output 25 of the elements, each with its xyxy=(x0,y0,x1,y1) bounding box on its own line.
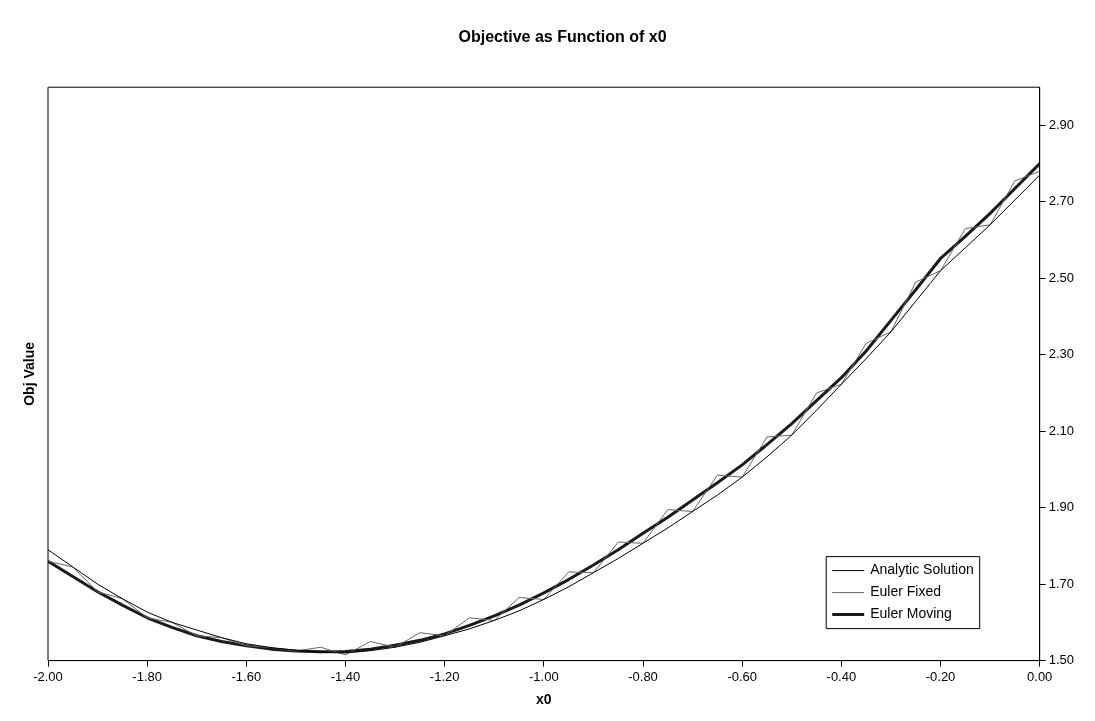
x-tick-label: 0.00 xyxy=(1027,668,1053,684)
x-axis-title: x0 xyxy=(536,691,552,708)
x-tick-label: -0.20 xyxy=(925,668,956,684)
x-tick-label: -1.80 xyxy=(132,668,162,684)
legend-label: Euler Moving xyxy=(870,605,952,622)
y-tick-label: 1.70 xyxy=(1048,575,1075,591)
chart-title: Objective as Function of x0 xyxy=(458,28,667,46)
x-tick-label: -1.20 xyxy=(429,668,460,684)
legend-label: Analytic Solution xyxy=(870,561,974,578)
x-tick-label: -1.60 xyxy=(231,668,262,684)
y-tick-label: 2.30 xyxy=(1048,346,1075,362)
x-tick-label: -1.00 xyxy=(529,668,559,684)
y-tick-label: 2.90 xyxy=(1048,117,1075,132)
y-axis-title: Obj Value xyxy=(20,341,37,406)
y-tick-label: 2.50 xyxy=(1048,269,1075,285)
x-tick-label: -0.80 xyxy=(628,668,658,684)
y-tick-label: 1.50 xyxy=(1048,652,1075,668)
x-tick-label: -2.00 xyxy=(33,668,63,684)
legend-label: Euler Fixed xyxy=(870,583,942,600)
y-tick-label: 2.10 xyxy=(1048,422,1075,438)
x-tick-label: -0.60 xyxy=(727,668,758,684)
y-tick-label: 1.90 xyxy=(1048,499,1075,515)
y-tick-label: 2.70 xyxy=(1048,193,1075,209)
x-tick-label: -1.40 xyxy=(330,668,361,684)
x-tick-label: -0.40 xyxy=(826,668,857,684)
